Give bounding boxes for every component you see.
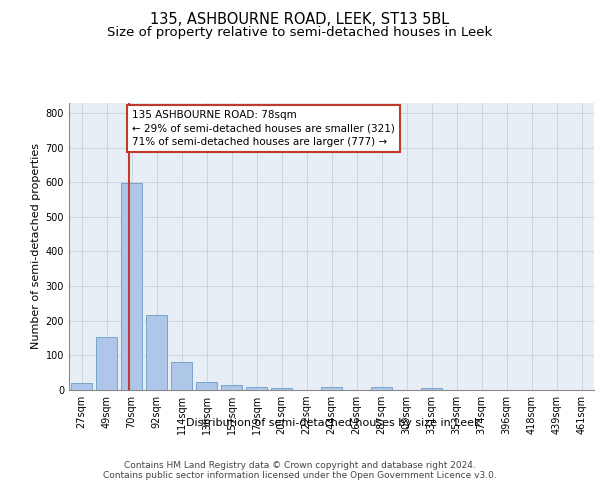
Bar: [271, 388, 292, 390]
Bar: [421, 388, 442, 390]
Text: Contains public sector information licensed under the Open Government Licence v3: Contains public sector information licen…: [103, 472, 497, 480]
Bar: [246, 386, 267, 390]
Text: Size of property relative to semi-detached houses in Leek: Size of property relative to semi-detach…: [107, 26, 493, 39]
Bar: [121, 183, 142, 390]
Text: 135 ASHBOURNE ROAD: 78sqm
← 29% of semi-detached houses are smaller (321)
71% of: 135 ASHBOURNE ROAD: 78sqm ← 29% of semi-…: [132, 110, 395, 146]
Bar: [146, 315, 167, 390]
Bar: [221, 386, 242, 390]
Y-axis label: Number of semi-detached properties: Number of semi-detached properties: [31, 143, 41, 350]
Text: Contains HM Land Registry data © Crown copyright and database right 2024.: Contains HM Land Registry data © Crown c…: [124, 460, 476, 469]
Bar: [321, 387, 342, 390]
Text: Distribution of semi-detached houses by size in Leek: Distribution of semi-detached houses by …: [186, 418, 480, 428]
Bar: [196, 382, 217, 390]
Bar: [371, 386, 392, 390]
Bar: [71, 383, 92, 390]
Bar: [171, 362, 192, 390]
Bar: [96, 337, 117, 390]
Text: 135, ASHBOURNE ROAD, LEEK, ST13 5BL: 135, ASHBOURNE ROAD, LEEK, ST13 5BL: [151, 12, 449, 28]
